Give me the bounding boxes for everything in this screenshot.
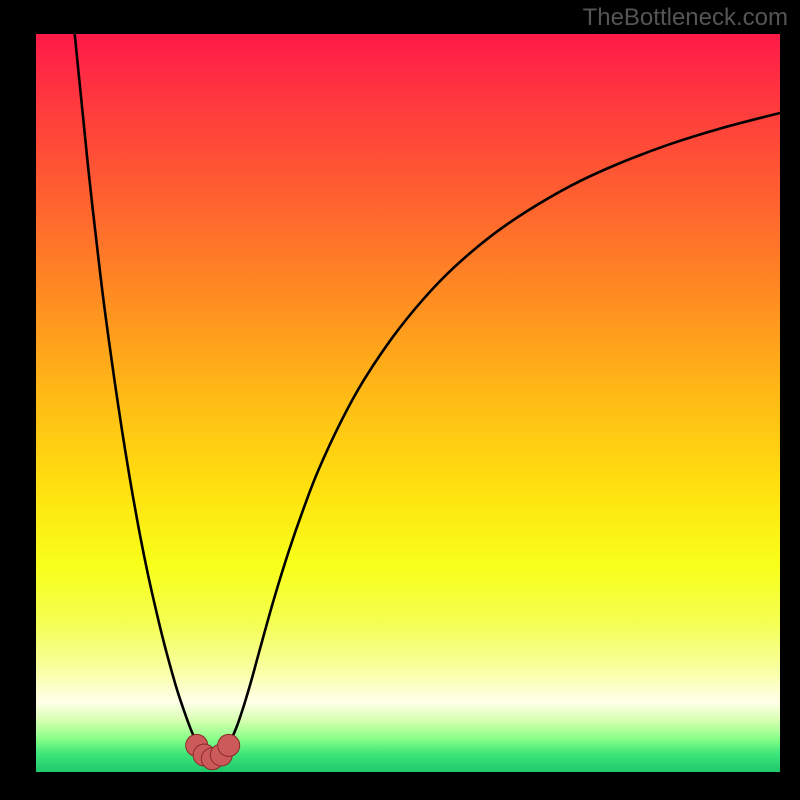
plot-area (36, 34, 780, 772)
chart-svg (36, 34, 780, 772)
watermark-text: TheBottleneck.com (583, 4, 788, 32)
valley-marker (218, 734, 240, 756)
